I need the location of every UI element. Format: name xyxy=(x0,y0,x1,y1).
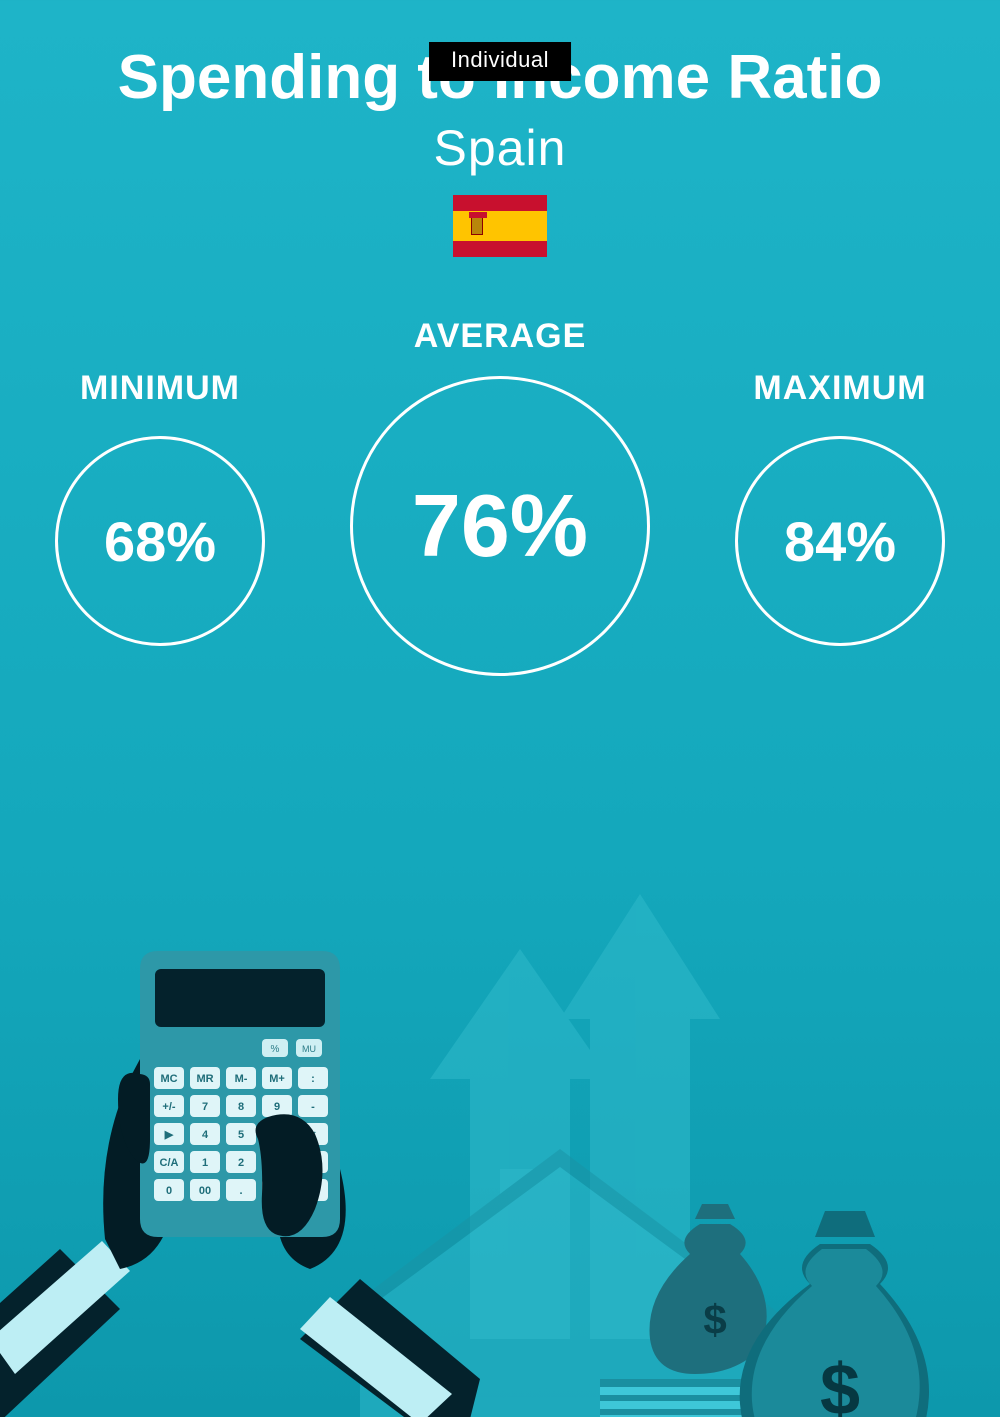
svg-text:C/A: C/A xyxy=(160,1157,179,1169)
svg-text:+/-: +/- xyxy=(162,1101,175,1113)
svg-text:MC: MC xyxy=(160,1073,177,1085)
svg-text:4: 4 xyxy=(202,1129,209,1141)
svg-text::: : xyxy=(311,1073,315,1085)
spain-flag-icon xyxy=(453,195,547,257)
category-badge: Individual xyxy=(429,42,571,81)
stat-maximum-value: 84% xyxy=(784,509,896,574)
illustration-svg: $ $ xyxy=(0,839,1000,1417)
stat-average-label: AVERAGE xyxy=(340,317,660,356)
stat-maximum-label: MAXIMUM xyxy=(730,369,950,408)
flag-container xyxy=(0,195,1000,257)
country-name: Spain xyxy=(0,119,1000,177)
svg-text:5: 5 xyxy=(238,1129,244,1141)
stat-average-value: 76% xyxy=(412,475,588,577)
hands-holding-calculator-icon: % MU MC MR M- M+: +/- 7 8 9 - xyxy=(0,951,480,1417)
flag-coat-of-arms-icon xyxy=(471,217,483,235)
stat-average: AVERAGE 76% xyxy=(340,317,660,676)
bottom-illustration: $ $ xyxy=(0,839,1000,1417)
svg-text:▶: ▶ xyxy=(164,1129,174,1141)
svg-text:8: 8 xyxy=(238,1101,244,1113)
svg-text:.: . xyxy=(239,1185,242,1197)
stat-average-circle: 76% xyxy=(350,376,650,676)
svg-text:MU: MU xyxy=(302,1044,316,1054)
stat-maximum-circle: 84% xyxy=(735,436,945,646)
stat-minimum-label: MINIMUM xyxy=(50,369,270,408)
svg-text:-: - xyxy=(311,1101,315,1113)
stat-minimum-value: 68% xyxy=(104,509,216,574)
svg-text:9: 9 xyxy=(274,1101,280,1113)
svg-text:1: 1 xyxy=(202,1157,208,1169)
svg-text:MR: MR xyxy=(196,1073,213,1085)
svg-text:M-: M- xyxy=(235,1073,248,1085)
money-bag-small-dollar-icon: $ xyxy=(703,1296,726,1343)
stat-minimum-circle: 68% xyxy=(55,436,265,646)
svg-text:M+: M+ xyxy=(269,1073,285,1085)
svg-text:0: 0 xyxy=(166,1185,172,1197)
svg-text:2: 2 xyxy=(238,1157,244,1169)
money-bag-large-dollar-icon: $ xyxy=(820,1350,860,1417)
stats-row: AVERAGE 76% MINIMUM 68% MAXIMUM 84% xyxy=(0,317,1000,737)
category-badge-label: Individual xyxy=(451,47,549,72)
stat-minimum: MINIMUM 68% xyxy=(50,369,270,646)
svg-text:00: 00 xyxy=(199,1185,211,1197)
svg-text:7: 7 xyxy=(202,1101,208,1113)
svg-text:%: % xyxy=(271,1044,280,1055)
stat-maximum: MAXIMUM 84% xyxy=(730,369,950,646)
